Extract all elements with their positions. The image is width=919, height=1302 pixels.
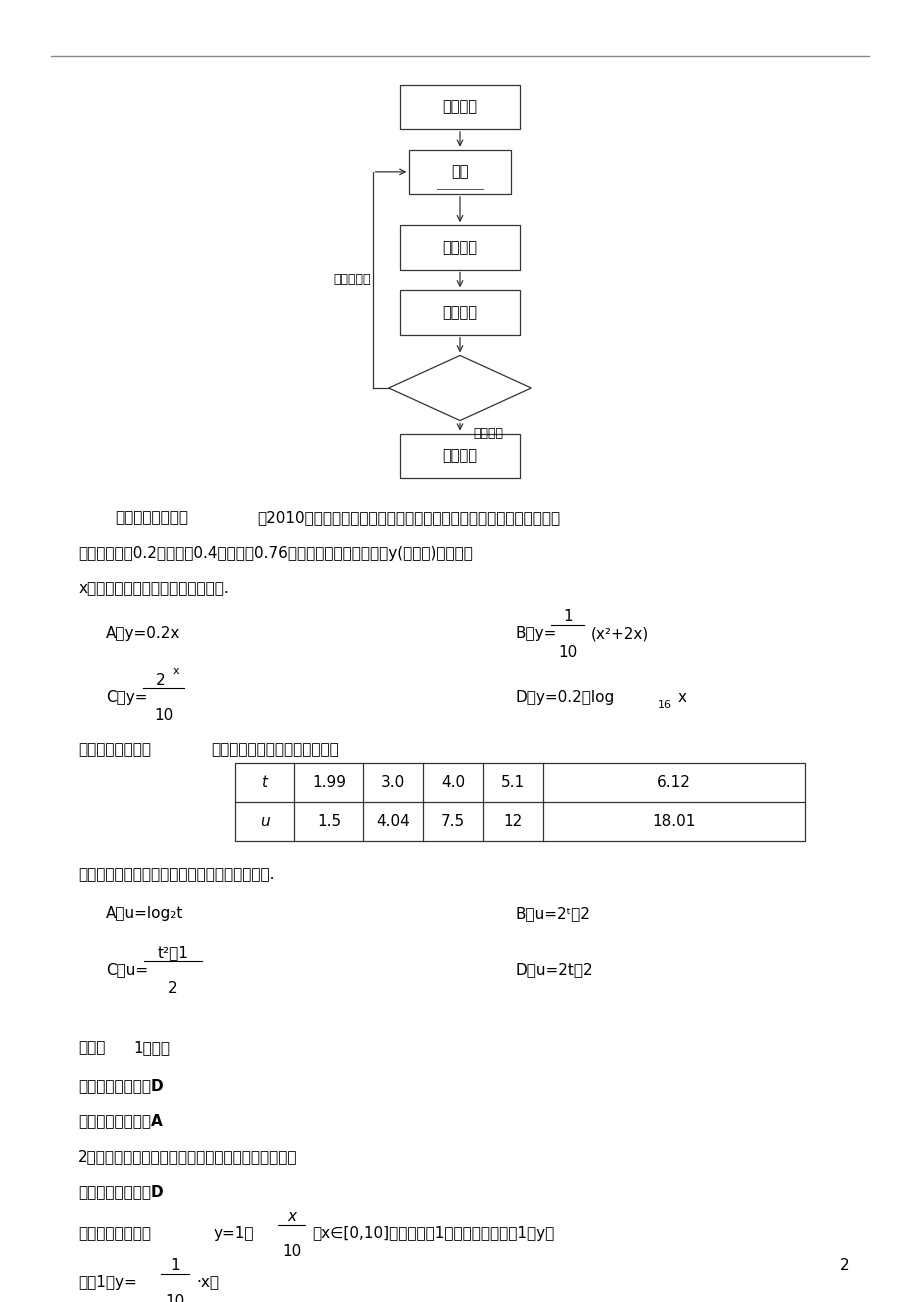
Text: 2: 2 (156, 673, 165, 687)
Text: A．u=log₂t: A．u=log₂t (106, 906, 183, 922)
Text: x: x (677, 690, 686, 704)
FancyBboxPatch shape (400, 434, 519, 478)
Text: 【做一做３－２】: 【做一做３－２】 (78, 742, 151, 758)
FancyBboxPatch shape (400, 225, 519, 270)
Text: （2010福州三中期中）某地区土地沙化越来越严重，最近三年测得沙漠: （2010福州三中期中）某地区土地沙化越来越严重，最近三年测得沙漠 (257, 510, 560, 526)
FancyBboxPatch shape (400, 85, 519, 129)
Text: y=1－: y=1－ (213, 1226, 254, 1241)
Text: 1: 1 (562, 609, 572, 625)
Text: x: x (173, 667, 179, 676)
Text: 今有一组实验数据如下表所示：: 今有一组实验数据如下表所示： (211, 742, 339, 758)
Text: 实际情境: 实际情境 (442, 99, 477, 115)
Text: 可用结果: 可用结果 (442, 448, 477, 464)
Text: 1.5: 1.5 (316, 815, 341, 829)
Text: x的函数关系较为近似的是（　　）.: x的函数关系较为近似的是（ ）. (78, 581, 229, 596)
Text: A．y=0.2x: A．y=0.2x (106, 626, 180, 642)
Text: 【做一做２－２】: 【做一做２－２】 (78, 1226, 151, 1241)
Text: 2: 2 (168, 980, 177, 996)
Text: 1: 1 (170, 1259, 179, 1273)
Text: D．y=0.2＋log: D．y=0.2＋log (515, 690, 614, 704)
Text: 符合实际: 符合实际 (473, 427, 504, 440)
Text: 则最佳体现这些数据关系的函数模型是（　　）.: 则最佳体现这些数据关系的函数模型是（ ）. (78, 867, 275, 883)
Text: 10: 10 (154, 708, 173, 723)
Text: 【做一做３－１】: 【做一做３－１】 (115, 510, 187, 526)
Text: 于是1－y=: 于是1－y= (78, 1276, 137, 1290)
Text: 1．函数: 1．函数 (133, 1040, 170, 1055)
Text: 【做一做２－１】D: 【做一做２－１】D (78, 1184, 164, 1199)
Bar (234, 763, 804, 841)
Text: 增加值分别为0.2万公顷，0.4万公顷和0.76万公顷，则与沙漠增加数y(万公顷)关于年数: 增加值分别为0.2万公顷，0.4万公顷和0.76万公顷，则与沙漠增加数y(万公顷… (78, 546, 472, 561)
Text: 数学结果: 数学结果 (442, 305, 477, 320)
Text: (x²+2x): (x²+2x) (590, 626, 648, 642)
Text: C．u=: C．u= (106, 962, 148, 978)
Text: 提出: 提出 (450, 164, 469, 180)
Text: 1.99: 1.99 (312, 776, 346, 790)
Text: 答案：: 答案： (78, 1040, 106, 1055)
Text: 2: 2 (839, 1258, 848, 1273)
Text: 4.04: 4.04 (376, 815, 410, 829)
Text: u: u (259, 815, 269, 829)
Text: t²－1: t²－1 (157, 945, 188, 961)
Text: 18.01: 18.01 (652, 815, 695, 829)
Text: 5.1: 5.1 (500, 776, 525, 790)
Text: B．y=: B．y= (515, 626, 556, 642)
Text: x: x (287, 1210, 296, 1224)
Text: t: t (261, 776, 267, 790)
Text: 12: 12 (503, 815, 522, 829)
FancyBboxPatch shape (400, 290, 519, 335)
Text: 6.12: 6.12 (656, 776, 690, 790)
Text: C．y=: C．y= (106, 690, 147, 704)
Polygon shape (389, 355, 531, 421)
Text: 2．性质　整体特征　函数表达式　实验　数据　拟合: 2．性质 整体特征 函数表达式 实验 数据 拟合 (78, 1148, 298, 1164)
Text: 4.0: 4.0 (440, 776, 465, 790)
Text: 【做一做１－２】A: 【做一做１－２】A (78, 1113, 163, 1129)
Text: 10: 10 (558, 644, 576, 660)
Text: 16: 16 (657, 700, 671, 710)
Text: D．u=2t－2: D．u=2t－2 (515, 962, 592, 978)
FancyBboxPatch shape (409, 150, 510, 194)
Text: 10: 10 (165, 1294, 184, 1302)
Text: 【做一做１－１】D: 【做一做１－１】D (78, 1078, 164, 1094)
Text: B．u=2ᵗ－2: B．u=2ᵗ－2 (515, 906, 589, 922)
Text: ，x∈[0,10]　设满池为1，则有水的部分为1－y，: ，x∈[0,10] 设满池为1，则有水的部分为1－y， (312, 1226, 553, 1241)
Text: 10: 10 (282, 1245, 301, 1259)
Text: 数学模型: 数学模型 (442, 240, 477, 255)
Text: 不符合实际: 不符合实际 (334, 273, 370, 286)
Text: ·x，: ·x， (196, 1276, 219, 1290)
Text: 7.5: 7.5 (440, 815, 465, 829)
Text: 3.0: 3.0 (380, 776, 405, 790)
